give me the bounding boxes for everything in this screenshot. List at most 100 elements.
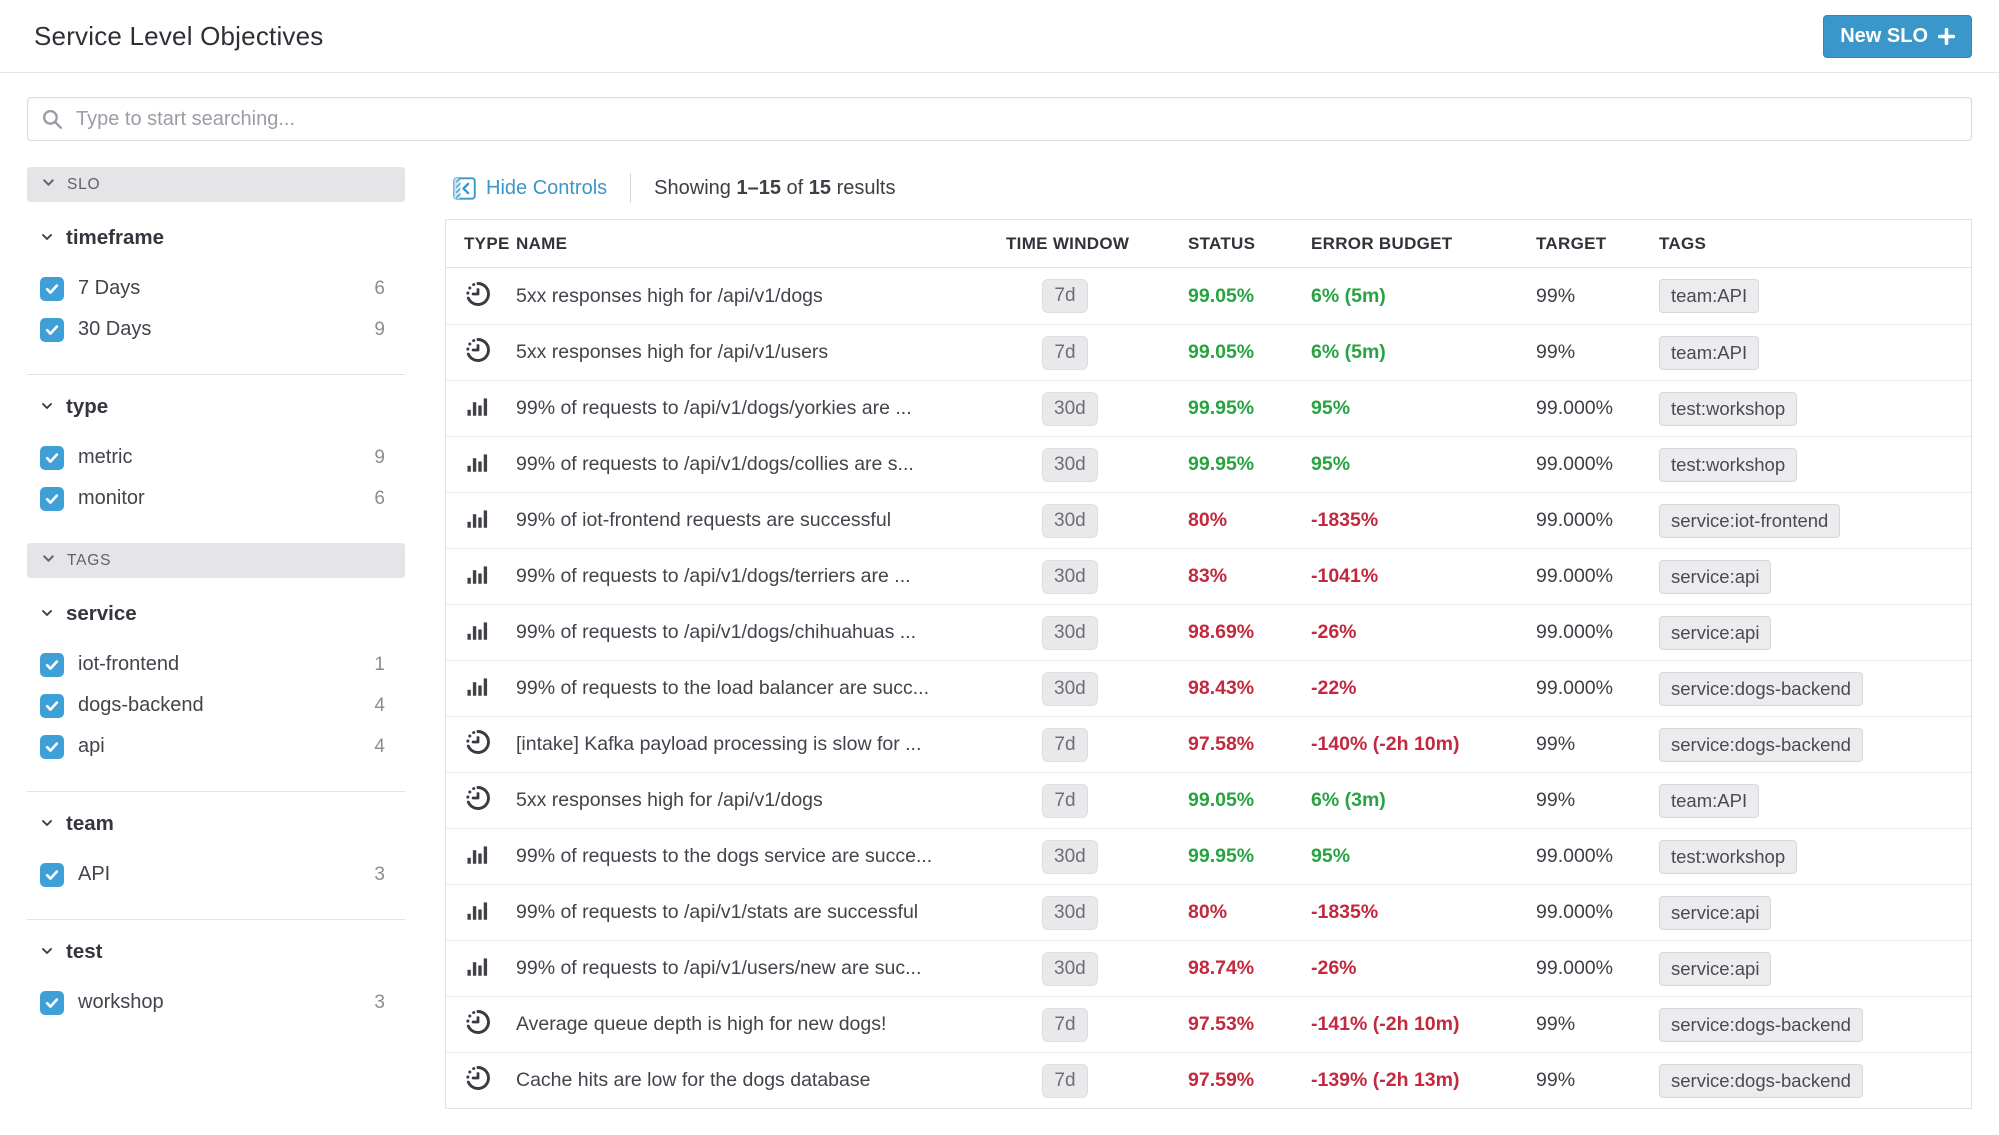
facet-item-count: 6 (374, 488, 385, 510)
facet-title-test[interactable]: test (40, 940, 405, 964)
target-value: 99% (1536, 285, 1659, 308)
facet-item-metric[interactable]: metric9 (27, 437, 405, 478)
monitor-icon (464, 728, 492, 761)
facet-item-api[interactable]: API3 (27, 854, 405, 895)
slo-name: 99% of requests to /api/v1/dogs/collies … (516, 453, 1006, 476)
facet-item-count: 4 (374, 695, 385, 717)
column-header-time-window: TIME WINDOW (1006, 234, 1188, 254)
facet-item-dogs-backend[interactable]: dogs-backend4 (27, 685, 405, 726)
tag-pill[interactable]: test:workshop (1659, 448, 1797, 482)
table-row[interactable]: Average queue depth is high for new dogs… (446, 996, 1971, 1052)
search-bar (27, 97, 1972, 141)
table-row[interactable]: 99% of requests to /api/v1/dogs/chihuahu… (446, 604, 1971, 660)
facet-item-monitor[interactable]: monitor 6 (27, 478, 405, 519)
facet-item-label: 30 Days (78, 318, 151, 341)
time-window-cell: 7d (1006, 336, 1188, 370)
tags-cell: test:workshop (1659, 448, 1971, 482)
checkbox-checked[interactable] (40, 446, 64, 470)
facet-title-team[interactable]: team (40, 812, 405, 836)
status-value: 99.95% (1188, 397, 1311, 420)
table-row[interactable]: 99% of requests to /api/v1/dogs/yorkies … (446, 380, 1971, 436)
slo-name: 5xx responses high for /api/v1/dogs (516, 789, 1006, 812)
table-row[interactable]: 99% of requests to /api/v1/stats are suc… (446, 884, 1971, 940)
facet-item-30-days[interactable]: 30 Days9 (27, 309, 405, 350)
table-row[interactable]: 5xx responses high for /api/v1/dogs7d99.… (446, 772, 1971, 828)
facet-label: test (66, 940, 102, 964)
facet-title-timeframe[interactable]: timeframe (40, 226, 405, 250)
facet-item-iot-frontend[interactable]: iot-frontend1 (27, 644, 405, 685)
tag-pill[interactable]: service:api (1659, 952, 1771, 986)
facet-item-7-days[interactable]: 7 Days6 (27, 268, 405, 309)
hide-controls-link[interactable]: Hide Controls (453, 177, 607, 200)
hide-controls-label: Hide Controls (486, 177, 607, 200)
table-row[interactable]: 99% of requests to /api/v1/dogs/terriers… (446, 548, 1971, 604)
tag-pill[interactable]: service:api (1659, 560, 1771, 594)
tag-pill[interactable]: service:api (1659, 896, 1771, 930)
tags-cell: team:API (1659, 279, 1971, 313)
facet-title-service[interactable]: service (40, 602, 405, 626)
time-window-pill: 30d (1042, 672, 1098, 706)
tag-pill[interactable]: service:dogs-backend (1659, 1064, 1863, 1098)
checkbox-checked[interactable] (40, 991, 64, 1015)
target-value: 99.000% (1536, 453, 1659, 476)
tag-pill[interactable]: team:API (1659, 336, 1759, 370)
facet-team: team API3 (27, 791, 405, 919)
table-row[interactable]: 5xx responses high for /api/v1/users7d99… (446, 324, 1971, 380)
target-value: 99.000% (1536, 509, 1659, 532)
tag-pill[interactable]: team:API (1659, 279, 1759, 313)
table-row[interactable]: 99% of iot-frontend requests are success… (446, 492, 1971, 548)
tag-pill[interactable]: service:api (1659, 616, 1771, 650)
slo-name: 5xx responses high for /api/v1/dogs (516, 285, 1006, 308)
tag-pill[interactable]: test:workshop (1659, 392, 1797, 426)
tag-pill[interactable]: team:API (1659, 784, 1759, 818)
facet-item-count: 9 (374, 447, 385, 469)
table-row[interactable]: [intake] Kafka payload processing is slo… (446, 716, 1971, 772)
search-input[interactable] (27, 97, 1972, 141)
chevron-down-icon (40, 812, 54, 836)
checkbox-checked[interactable] (40, 487, 64, 511)
facet-item-api[interactable]: api4 (27, 726, 405, 767)
facet-timeframe: timeframe 7 Days630 Days9 (27, 206, 405, 374)
table-row[interactable]: 99% of requests to the load balancer are… (446, 660, 1971, 716)
type-cell (446, 617, 516, 648)
new-slo-button[interactable]: New SLO (1823, 15, 1972, 58)
metric-icon (464, 393, 490, 424)
facet-item-label: workshop (78, 991, 164, 1014)
tags-cell: service:iot-frontend (1659, 504, 1971, 538)
facet-label: type (66, 395, 108, 419)
results-count: Showing 1–15 of 15 results (654, 177, 895, 200)
checkbox-checked[interactable] (40, 863, 64, 887)
tag-pill[interactable]: service:dogs-backend (1659, 672, 1863, 706)
checkbox-checked[interactable] (40, 735, 64, 759)
tag-pill[interactable]: service:dogs-backend (1659, 728, 1863, 762)
table-header-row: TYPENAMETIME WINDOWSTATUSERROR BUDGETTAR… (446, 220, 1971, 268)
table-row[interactable]: 99% of requests to the dogs service are … (446, 828, 1971, 884)
checkbox-checked[interactable] (40, 318, 64, 342)
chevron-down-icon (41, 175, 56, 195)
checkbox-checked[interactable] (40, 277, 64, 301)
target-value: 99.000% (1536, 565, 1659, 588)
monitor-icon (464, 280, 492, 313)
facet-item-label: monitor (78, 487, 145, 510)
checkbox-checked[interactable] (40, 694, 64, 718)
table-row[interactable]: Cache hits are low for the dogs database… (446, 1052, 1971, 1108)
error-budget-value: 6% (3m) (1311, 789, 1536, 812)
table-row[interactable]: 5xx responses high for /api/v1/dogs7d99.… (446, 268, 1971, 324)
time-window-cell: 30d (1006, 616, 1188, 650)
tag-pill[interactable]: service:dogs-backend (1659, 1008, 1863, 1042)
checkbox-checked[interactable] (40, 653, 64, 677)
section-header-slo[interactable]: SLO (27, 167, 405, 202)
tag-pill[interactable]: test:workshop (1659, 840, 1797, 874)
type-cell (446, 393, 516, 424)
facet-type: type metric9 monitor 6 (27, 374, 405, 543)
table-row[interactable]: 99% of requests to /api/v1/users/new are… (446, 940, 1971, 996)
type-cell (446, 1064, 516, 1097)
plus-icon (1938, 28, 1955, 45)
time-window-cell: 30d (1006, 560, 1188, 594)
facet-item-workshop[interactable]: workshop3 (27, 982, 405, 1023)
table-row[interactable]: 99% of requests to /api/v1/dogs/collies … (446, 436, 1971, 492)
tag-pill[interactable]: service:iot-frontend (1659, 504, 1840, 538)
slo-name: 99% of requests to the dogs service are … (516, 845, 1006, 868)
section-header-tags[interactable]: TAGS (27, 543, 405, 578)
facet-title-type[interactable]: type (40, 395, 405, 419)
